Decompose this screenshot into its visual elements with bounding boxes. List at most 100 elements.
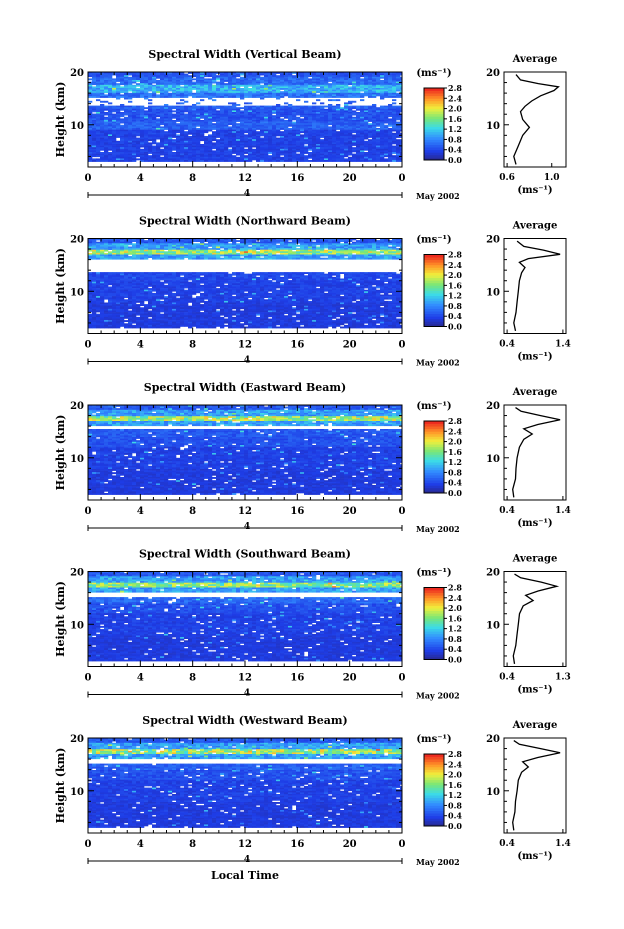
- heatmap-cell: [232, 107, 237, 110]
- heatmap-cell: [376, 140, 381, 143]
- heatmap-cell: [284, 81, 289, 84]
- heatmap-cell: [384, 108, 389, 111]
- heatmap-cell: [340, 89, 345, 92]
- heatmap-cell: [352, 249, 357, 252]
- heatmap-cell: [248, 150, 253, 153]
- heatmap-cell: [152, 75, 157, 78]
- heatmap-cell: [380, 96, 385, 98]
- heatmap-cell: [308, 115, 313, 118]
- heatmap-cell: [96, 76, 101, 79]
- heatmap-cell: [328, 121, 333, 124]
- heatmap-cell: [236, 126, 241, 129]
- heatmap-cell: [104, 153, 109, 156]
- heatmap-cell: [324, 241, 329, 244]
- heatmap-cell: [276, 155, 281, 158]
- heatmap-cell: [284, 254, 289, 257]
- heatmap-cell: [108, 116, 113, 119]
- heatmap-cell: [308, 123, 313, 126]
- heatmap-cell: [320, 81, 325, 84]
- heatmap-cell: [120, 144, 125, 146]
- heatmap-cell: [400, 243, 402, 246]
- heatmap-cell: [352, 84, 357, 87]
- heatmap-cell: [204, 83, 209, 86]
- heatmap-cell: [104, 105, 109, 108]
- heatmap-cell: [148, 112, 153, 114]
- heatmap-cell: [256, 115, 261, 118]
- heatmap-cell: [320, 134, 325, 137]
- heatmap-cell: [176, 80, 181, 82]
- heatmap-cell: [288, 132, 293, 135]
- heatmap-cell: [252, 86, 257, 89]
- heatmap-cell: [160, 238, 165, 241]
- heatmap-cell: [196, 96, 201, 98]
- heatmap-cell: [228, 120, 233, 122]
- heatmap-cell: [132, 78, 137, 81]
- heatmap-cell: [396, 132, 401, 135]
- heatmap-cell: [148, 241, 153, 244]
- heatmap-cell: [296, 94, 301, 97]
- heatmap-cell: [252, 72, 257, 74]
- heatmap-cell: [128, 249, 133, 252]
- heatmap-cell: [116, 92, 121, 95]
- heatmap-cell: [92, 134, 97, 137]
- heatmap-cell: [248, 155, 253, 158]
- heatmap-cell: [248, 145, 253, 148]
- heatmap-cell: [372, 145, 377, 148]
- heatmap-cell: [368, 86, 373, 89]
- heatmap-cell: [132, 145, 137, 148]
- heatmap-cell: [144, 129, 149, 132]
- heatmap-cell: [320, 107, 325, 110]
- heatmap-cell: [292, 238, 297, 241]
- heatmap-cell: [380, 94, 385, 97]
- heatmap-cell: [356, 73, 361, 76]
- heatmap-cell: [280, 254, 285, 257]
- heatmap-cell: [372, 140, 377, 143]
- heatmap-cell: [284, 131, 289, 134]
- heatmap-cell: [128, 156, 133, 159]
- heatmap-cell: [248, 144, 253, 146]
- heatmap-cell: [392, 256, 397, 258]
- heatmap-cell: [236, 156, 241, 159]
- heatmap-cell: [88, 131, 93, 134]
- heatmap-cell: [140, 88, 145, 90]
- heatmap-cell: [340, 108, 345, 111]
- heatmap-cell: [356, 152, 361, 154]
- heatmap-cell: [388, 108, 393, 111]
- heatmap-cell: [380, 110, 385, 113]
- heatmap-cell: [384, 105, 389, 108]
- heatmap-cell: [176, 136, 181, 138]
- heatmap-cell: [300, 248, 305, 250]
- heatmap-cell: [396, 147, 401, 150]
- heatmap-cell: [120, 128, 125, 130]
- heatmap-cell: [380, 241, 385, 244]
- heatmap-cell: [88, 152, 93, 154]
- heatmap-cell: [116, 107, 121, 110]
- heatmap-cell: [260, 78, 265, 81]
- heatmap-cell: [220, 80, 225, 82]
- heatmap-cell: [340, 244, 345, 247]
- heatmap-cell: [220, 123, 225, 126]
- heatmap-cell: [352, 126, 357, 129]
- heatmap-cell: [180, 112, 185, 114]
- heatmap-cell: [180, 75, 185, 78]
- heatmap-cell: [168, 150, 173, 153]
- heatmap-cell: [312, 252, 317, 255]
- heatmap-cell: [148, 254, 153, 257]
- heatmap-cell: [304, 128, 309, 130]
- heatmap-cell: [308, 120, 313, 122]
- heatmap-cell: [88, 75, 93, 78]
- heatmap-cell: [92, 243, 97, 246]
- heatmap-cell: [392, 160, 397, 162]
- heatmap-cell: [356, 129, 361, 132]
- heatmap-cell: [396, 73, 401, 76]
- heatmap-cell: [88, 118, 93, 121]
- heatmap-cell: [300, 78, 305, 81]
- heatmap-cell: [400, 72, 402, 74]
- colorbar-swatch: [424, 95, 444, 99]
- y-axis-label: Height (km): [54, 82, 67, 158]
- heatmap-cell: [308, 160, 313, 162]
- heatmap-cell: [224, 150, 229, 153]
- heatmap-cell: [372, 249, 377, 252]
- heatmap-cell: [144, 254, 149, 257]
- heatmap-cell: [172, 256, 177, 258]
